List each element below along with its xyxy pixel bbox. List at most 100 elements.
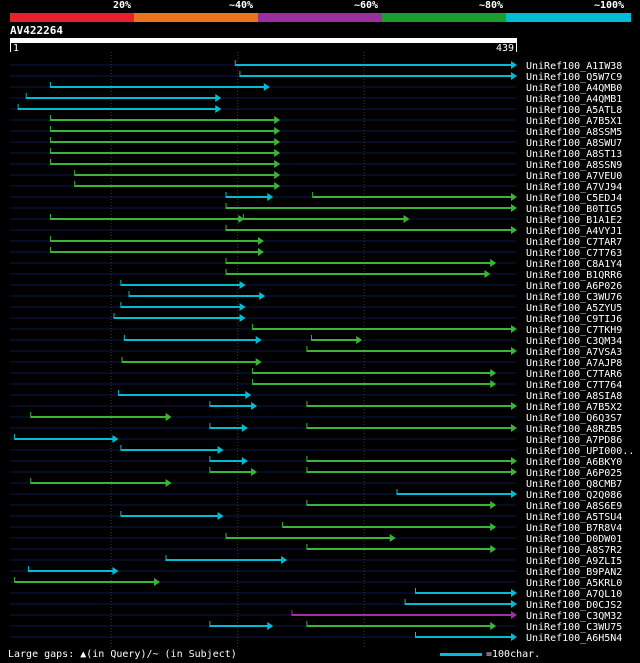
hit-label: UniRef100_Q2Q086 [526, 490, 622, 501]
ruler-start-tick [10, 43, 11, 52]
segment-arrowhead [484, 270, 491, 278]
hit-label: UniRef100_A4QMB0 [526, 83, 622, 94]
segment-arrowhead [490, 259, 497, 267]
legend-label-80: ~80% [479, 0, 504, 11]
segment-arrowhead [511, 468, 517, 476]
legend-bar-60 [258, 13, 382, 22]
segment-arrowhead [255, 358, 262, 366]
hit-label: UniRef100_A4VYJ1 [526, 226, 622, 237]
hit-label: UniRef100_A5ATL8 [526, 105, 622, 116]
segment-arrowhead [490, 369, 497, 377]
hit-label: UniRef100_C7T763 [526, 248, 622, 259]
segment-arrowhead [239, 281, 246, 289]
hit-label: UniRef100_A8ST13 [526, 149, 622, 160]
hit-label: UniRef100_C7T764 [526, 380, 622, 391]
hit-label: UniRef100_C3QM34 [526, 336, 622, 347]
segment-arrowhead [511, 193, 517, 201]
segment-arrowhead [274, 138, 281, 146]
hit-label: UniRef100_A7VJ94 [526, 182, 622, 193]
hit-label: UniRef100_A8RZB5 [526, 424, 622, 435]
segment-arrowhead [274, 182, 281, 190]
hit-label: UniRef100_B0TIG5 [526, 204, 622, 215]
segment-arrowhead [356, 336, 363, 344]
hit-label: UniRef100_Q6Q3S7 [526, 413, 622, 424]
segment-arrowhead [511, 589, 517, 597]
segment-arrowhead [258, 248, 264, 256]
hit-label: UniRef100_C3WU75 [526, 622, 622, 633]
segment-arrowhead [267, 193, 274, 201]
segment-arrowhead [403, 215, 410, 223]
segment-arrowhead [154, 578, 161, 586]
segment-arrowhead [511, 61, 517, 69]
segment-arrowhead [511, 611, 517, 619]
hit-label: UniRef100_UPI000.. [526, 446, 634, 457]
hit-label: UniRef100_A7B5X2 [526, 402, 622, 413]
segment-arrowhead [274, 127, 281, 135]
segment-arrowhead [490, 545, 497, 553]
segment-arrowhead [511, 402, 517, 410]
legend-label-40: ~40% [229, 0, 254, 11]
segment-arrowhead [511, 347, 517, 355]
segment-arrowhead [511, 325, 517, 333]
hit-label: UniRef100_A9ZLI5 [526, 556, 622, 567]
hit-label: UniRef100_C3WU76 [526, 292, 622, 303]
query-name: AV422264 [10, 24, 63, 37]
segment-arrowhead [112, 567, 119, 575]
hit-label: UniRef100_A8SSN9 [526, 160, 622, 171]
legend-bar-100 [506, 13, 631, 22]
hit-label: UniRef100_B1QRR6 [526, 270, 622, 281]
segment-arrowhead [217, 512, 224, 520]
segment-arrowhead [245, 391, 252, 399]
segment-arrowhead [490, 380, 497, 388]
legend-label-20: 20% [113, 0, 132, 11]
hit-label: UniRef100_A6P026 [526, 281, 622, 292]
segment-arrowhead [281, 556, 288, 564]
segment-arrowhead [215, 94, 222, 102]
hit-label: UniRef100_C3QM32 [526, 611, 622, 622]
hit-label: UniRef100_A7VSA3 [526, 347, 622, 358]
segment-arrowhead [511, 204, 517, 212]
scale-label: =100char. [486, 649, 541, 660]
hit-label: UniRef100_Q5W7C9 [526, 72, 622, 83]
segment-arrowhead [239, 303, 246, 311]
hit-label: UniRef100_B1A1E2 [526, 215, 622, 226]
hit-label: UniRef100_D0DW01 [526, 534, 622, 545]
segment-arrowhead [389, 534, 396, 542]
hit-label: UniRef100_A8S7R2 [526, 545, 622, 556]
hit-label: UniRef100_A7AJP8 [526, 358, 622, 369]
segment-arrowhead [241, 457, 248, 465]
segment-arrowhead [490, 622, 497, 630]
segment-arrowhead [511, 600, 517, 608]
segment-arrowhead [490, 501, 497, 509]
segment-arrowhead [241, 424, 248, 432]
hit-label: UniRef100_A6BKY0 [526, 457, 622, 468]
segment-arrowhead [251, 468, 258, 476]
segment-arrowhead [255, 336, 262, 344]
segment-arrowhead [274, 160, 281, 168]
legend-label-100: ~100% [594, 0, 625, 11]
segment-arrowhead [263, 83, 270, 91]
segment-arrowhead [274, 116, 281, 124]
segment-arrowhead [511, 490, 517, 498]
ruler-end-label: 439 [496, 43, 515, 54]
hit-label: UniRef100_A5ZYU5 [526, 303, 622, 314]
hit-label: UniRef100_A8SWU7 [526, 138, 622, 149]
segment-arrowhead [259, 292, 266, 300]
segment-arrowhead [267, 622, 274, 630]
segment-arrowhead [511, 633, 517, 641]
hit-label: UniRef100_A8S6E9 [526, 501, 622, 512]
hit-label: UniRef100_A8SSM5 [526, 127, 622, 138]
ruler-end-tick [516, 43, 517, 52]
hit-label: UniRef100_A1IW38 [526, 61, 622, 72]
segment-arrowhead [258, 237, 264, 245]
large-gaps-note: Large gaps: ▲(in Query)/~ (in Subject) [8, 649, 237, 660]
hit-label: UniRef100_A7VEU0 [526, 171, 622, 182]
ruler-start-label: 1 [13, 43, 20, 54]
legend-bar-80 [382, 13, 506, 22]
segment-arrowhead [238, 215, 245, 223]
segment-arrowhead [511, 226, 517, 234]
hit-label: UniRef100_A7PD86 [526, 435, 622, 446]
hit-label: UniRef100_A6P025 [526, 468, 622, 479]
hit-label: UniRef100_B9PAN2 [526, 567, 622, 578]
